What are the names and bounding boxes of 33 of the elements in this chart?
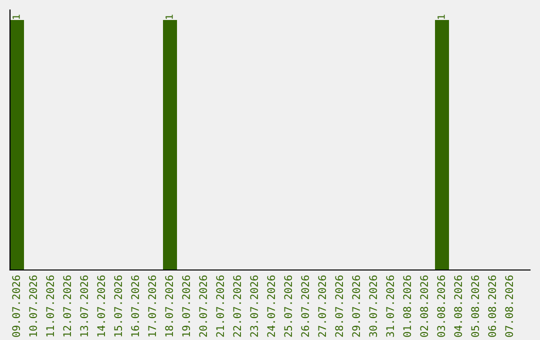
x-tick-label: 05.08.2026 (471, 276, 480, 337)
x-tick-label: 19.07.2026 (182, 276, 190, 336)
x-tick-label: 12.07.2026 (63, 276, 72, 336)
x-tick-label: 31.07.2026 (386, 276, 394, 337)
x-tick-label: 20.07.2026 (199, 276, 208, 337)
x-tick-label: 02.08.2026 (420, 276, 428, 337)
data-label: 1 (438, 14, 445, 19)
x-tick-label: 16.07.2026 (131, 276, 140, 336)
x-tick-label: 09.07.2026 (12, 276, 20, 337)
x-tick-label: 26.07.2026 (301, 276, 310, 337)
x-tick-label: 22.07.2026 (233, 276, 242, 337)
x-tick-label: 15.07.2026 (114, 276, 122, 336)
data-label: 1 (12, 14, 20, 19)
data-label: 1 (166, 14, 173, 19)
x-tick-label: 03.08.2026 (437, 276, 446, 337)
x-tick-label: 28.07.2026 (335, 276, 344, 337)
x-tick-label: 30.07.2026 (369, 276, 378, 337)
x-tick-label: 04.08.2026 (454, 276, 462, 337)
x-tick-label: 23.07.2026 (250, 276, 258, 337)
x-tick-label: 27.07.2026 (318, 276, 326, 337)
x-tick-label: 11.07.2026 (46, 276, 54, 336)
x-tick-label: 06.08.2026 (488, 276, 496, 337)
x-tick-label: 01.08.2026 (403, 276, 412, 337)
x-tick-label: 13.07.2026 (80, 276, 88, 336)
x-tick-label: 14.07.2026 (97, 276, 106, 336)
x-tick-label: 07.08.2026 (505, 276, 514, 337)
x-tick-label: 10.07.2026 (29, 276, 38, 336)
x-tick-label: 29.07.2026 (352, 276, 360, 337)
x-tick-label: 18.07.2026 (165, 276, 174, 336)
x-tick-label: 25.07.2026 (284, 276, 292, 337)
x-tick-label: 21.07.2026 (216, 276, 224, 337)
x-tick-label: 17.07.2026 (148, 276, 156, 336)
x-tick-label: 24.07.2026 (267, 276, 276, 337)
